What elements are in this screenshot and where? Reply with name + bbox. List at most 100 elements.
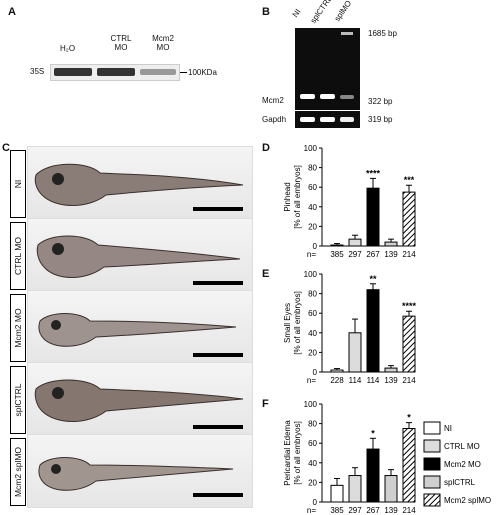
y-axis-label: [% of all embryos]	[293, 291, 302, 355]
embryo-photo-splctrl	[27, 362, 253, 436]
band-319-splctrl	[320, 117, 335, 122]
bar-5	[402, 428, 416, 503]
lane-label-splmo: splMO	[332, 0, 354, 24]
y-tick-label: 0	[313, 242, 318, 251]
legend: NI CTRL MO Mcm2 MO splCTRL Mcm2 splMO	[423, 421, 491, 507]
panel-d-label: D	[262, 142, 270, 154]
embryo-ni	[34, 163, 244, 206]
n-value: 228	[330, 376, 344, 385]
embryo-photo-mcm2-splmo	[27, 434, 253, 508]
n-value: 139	[384, 250, 398, 259]
gene-label-gapdh: Gapdh	[262, 115, 287, 124]
significance-stars: ****	[402, 301, 417, 311]
n-value: 267	[366, 250, 380, 259]
scale-bar-mcm2-splmo	[193, 493, 243, 497]
y-axis-label: Pericardial Edema	[283, 420, 292, 486]
y-tick-label: 100	[304, 144, 318, 153]
lane-label-ctrl-mo: CTRL MO	[110, 34, 132, 52]
scale-bar-ctrl-mo	[193, 281, 243, 285]
panel-e-label: E	[262, 268, 270, 280]
n-prefix: n=	[307, 506, 316, 513]
n-value: 114	[367, 376, 380, 385]
legend-label-4: splCTRL	[444, 478, 476, 487]
y-tick-label: 60	[308, 183, 317, 192]
legend-swatch-5	[423, 493, 441, 507]
bar-2	[348, 238, 362, 247]
bar-3	[366, 289, 380, 373]
row-label-ctrl-mo: CTRL MO	[10, 222, 26, 290]
row-label-splctrl: splCTRL	[10, 366, 26, 434]
scale-bar-ni	[193, 207, 243, 211]
n-prefix: n=	[307, 250, 316, 259]
y-tick-label: 0	[313, 498, 318, 507]
band-1685	[341, 32, 353, 35]
embryo-photo-ni	[27, 146, 253, 220]
gel-gapdh	[295, 111, 360, 128]
chart-d-pinhead: 0 20 40 60 80 100 Pinhead [% of all embryos] 385…	[283, 144, 416, 259]
band-size-322: 322 bp	[368, 97, 393, 106]
n-value: 385	[330, 250, 344, 259]
n-value: 297	[348, 506, 362, 513]
western-blot-strip	[50, 64, 180, 81]
legend-label-5: Mcm2 splMO	[444, 496, 491, 505]
band-size-1685: 1685 bp	[368, 29, 397, 38]
bar-1	[330, 369, 344, 373]
legend-label-1: NI	[444, 424, 452, 433]
gel-image	[295, 28, 360, 110]
gene-label-mcm2: Mcm2	[262, 96, 284, 105]
lane-label-ni: NI	[290, 7, 303, 19]
legend-swatch-1	[423, 421, 441, 435]
band-mcm2-mo	[140, 69, 176, 75]
n-value: 267	[366, 506, 380, 513]
band-ctrl-mo	[97, 68, 135, 76]
y-tick-label: 20	[308, 222, 317, 231]
significance-stars: *	[407, 413, 411, 423]
bar-1	[330, 244, 344, 247]
bar-5	[402, 315, 416, 373]
y-tick-label: 100	[304, 400, 318, 409]
n-value: 385	[330, 506, 344, 513]
panel-b-label: B	[262, 6, 270, 18]
y-tick-label: 60	[308, 309, 317, 318]
n-value: 214	[402, 506, 416, 513]
legend-label-2: CTRL MO	[444, 442, 480, 451]
lane-label-h2o: H₂O	[60, 44, 76, 53]
band-319-ni	[300, 117, 315, 122]
bar-5	[402, 191, 416, 247]
legend-swatch-3	[423, 457, 441, 471]
row-label-mcm2-splmo: Mcm2 splMO	[10, 438, 26, 506]
y-tick-label: 80	[308, 420, 317, 429]
embryo-photo-ctrl-mo	[27, 218, 253, 292]
panel-a-label: A	[8, 6, 16, 18]
chart-f-pericardial-edema: 0 20 40 60 80 100 Pericardial Edema [% of all e…	[283, 400, 416, 513]
chart-e-small-eyes: 0 20 40 60 80 100 Small Eyes [% of all embryos]…	[283, 270, 417, 385]
significance-stars: ***	[404, 175, 415, 185]
band-h2o	[54, 68, 92, 76]
y-axis-label: Pinhead	[283, 182, 292, 211]
scale-bar-splctrl	[193, 425, 243, 429]
embryo-ctrl-mo	[36, 235, 241, 278]
y-tick-label: 40	[308, 329, 317, 338]
row-label-mcm2-mo: Mcm2 MO	[10, 294, 26, 362]
band-319-splmo	[340, 117, 354, 122]
y-tick-label: 100	[304, 270, 318, 279]
band-322-ni	[300, 94, 315, 99]
y-tick-label: 20	[308, 348, 317, 357]
significance-stars: **	[369, 274, 377, 284]
lane-label-mcm2-mo: Mcm2 MO	[152, 34, 174, 52]
bar-2	[348, 332, 362, 373]
marker-100kda: 100KDa	[188, 68, 217, 77]
legend-swatch-2	[423, 439, 441, 453]
y-axis-label: [% of all embryos]	[293, 421, 302, 485]
band-322-splmo	[340, 95, 354, 99]
bar-1	[330, 484, 344, 503]
embryo-mcm2-mo	[38, 313, 237, 347]
significance-stars: *	[371, 428, 375, 438]
embryo-photo-mcm2-mo	[27, 290, 253, 364]
marker-tick	[180, 72, 187, 73]
n-value: 139	[384, 506, 398, 513]
n-prefix: n=	[307, 376, 316, 385]
significance-stars: ****	[366, 168, 381, 178]
y-tick-label: 40	[308, 203, 317, 212]
n-value: 297	[348, 250, 362, 259]
